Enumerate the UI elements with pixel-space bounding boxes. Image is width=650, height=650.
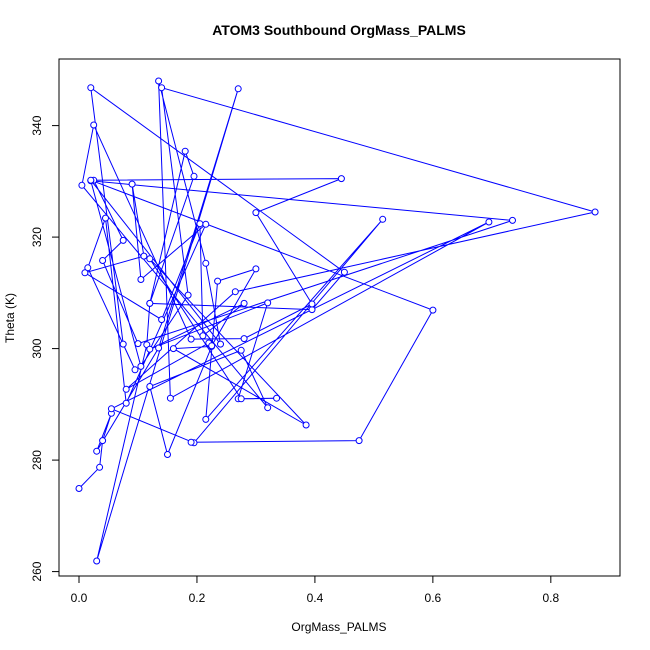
y-tick-label: 280 [30,450,44,470]
data-point [137,362,145,370]
x-tick-label: 0.6 [425,591,442,605]
y-tick-label: 320 [30,227,44,247]
series-layer [75,77,599,565]
data-point [137,276,145,283]
x-tick-label: 0.8 [542,591,559,605]
y-axis-label: Theta (K) [3,293,17,343]
data-point [208,342,216,350]
data-point [119,236,127,244]
data-point [128,180,136,188]
data-point [234,85,242,93]
data-point [202,220,210,228]
data-point [158,316,166,324]
data-point [202,415,210,423]
data-point [96,463,104,471]
data-point [231,288,239,296]
x-tick-label: 0.2 [189,591,206,605]
chart-title: ATOM3 Southbound OrgMass_PALMS [212,22,466,38]
data-point [509,216,516,224]
data-point [264,404,272,412]
data-point [155,77,163,85]
data-point [84,264,92,272]
data-point [93,557,101,565]
y-tick-label: 300 [30,338,44,358]
data-point [591,208,599,216]
data-point [252,209,260,217]
data-point [429,306,437,314]
data-point [81,269,89,277]
series-line [78,80,596,562]
data-point [122,399,130,407]
data-point [264,299,272,307]
data-point [102,214,109,222]
data-point [379,215,387,223]
data-point [190,172,198,180]
data-point [240,335,248,343]
data-point [355,437,363,445]
data-point [187,438,195,446]
plot-area-border [58,58,621,577]
data-point [107,405,115,413]
data-point [308,300,316,308]
data-point [252,265,260,273]
x-axis: 0.0 0.2 0.4 0.6 0.8 [71,575,559,605]
data-point [146,345,154,353]
data-point [237,346,245,354]
data-point [75,485,83,492]
data-point [273,394,281,402]
data-point [302,421,310,429]
x-axis-label: OrgMass_PALMS [291,620,386,634]
data-point [340,268,348,276]
data-point [237,395,245,403]
data-point [158,84,166,92]
data-point [187,335,195,343]
data-point [196,220,204,228]
y-tick-label: 340 [30,115,44,135]
data-point [122,385,130,393]
data-point [90,121,98,129]
data-point [217,340,224,348]
data-point [146,299,154,307]
data-point [337,175,345,183]
data-point [99,437,107,445]
data-point [166,394,174,402]
y-tick-label: 260 [30,561,44,581]
x-tick-label: 0.4 [307,591,324,605]
data-point [78,181,86,189]
data-point [131,366,139,374]
data-point [181,147,189,155]
data-point [202,259,210,267]
data-point [169,345,177,353]
data-point [87,176,95,184]
data-point [93,447,101,455]
data-point [155,344,163,352]
x-tick-label: 0.0 [71,591,88,605]
data-point [99,257,107,264]
data-point [240,299,248,307]
data-point [146,255,154,263]
data-point [485,218,493,226]
data-point [87,84,95,92]
data-point [214,277,222,285]
y-axis: 260 280 300 320 340 [30,115,60,582]
data-point [164,451,171,458]
data-point [134,340,142,348]
data-point [199,332,207,340]
data-point [119,340,127,348]
data-point [146,383,154,390]
data-point [140,252,148,260]
data-point [184,291,192,299]
